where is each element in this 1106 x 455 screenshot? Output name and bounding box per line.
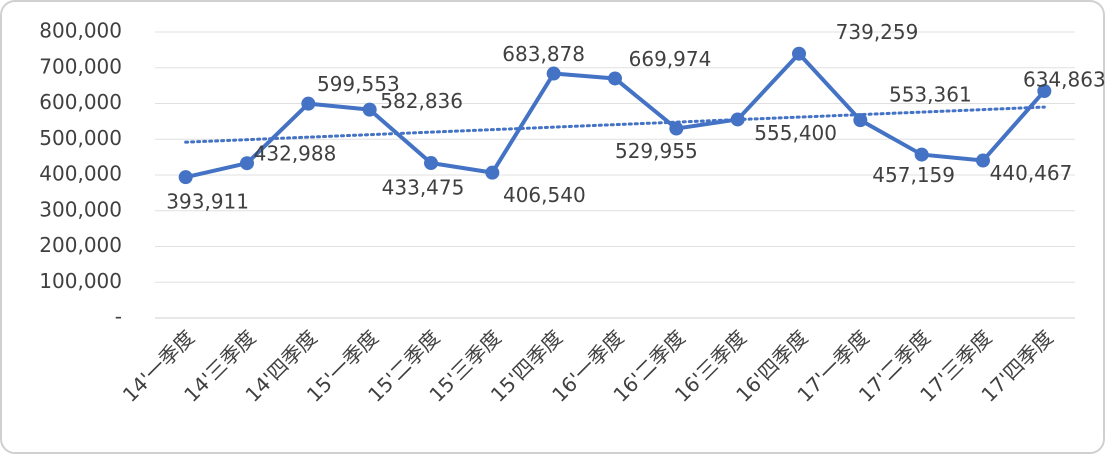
data-point: [914, 147, 929, 162]
data-label: 440,467: [990, 161, 1073, 185]
data-label: 529,955: [615, 139, 698, 163]
data-label: 669,974: [629, 47, 712, 71]
data-label: 582,836: [380, 89, 463, 113]
data-label: 406,540: [503, 183, 586, 207]
y-tick-label: -: [115, 305, 122, 329]
data-label: 739,259: [836, 20, 919, 44]
data-point: [730, 112, 745, 127]
data-point: [608, 71, 622, 86]
data-point: [178, 170, 193, 185]
data-label: 555,400: [754, 121, 837, 145]
data-point: [976, 153, 990, 168]
y-tick-label: 800,000: [39, 19, 122, 43]
data-point: [669, 121, 684, 136]
data-point: [853, 113, 868, 128]
data-label: 432,988: [254, 142, 337, 166]
y-tick-label: 700,000: [39, 54, 122, 78]
data-label: 683,878: [502, 42, 585, 66]
data-label: 553,361: [889, 83, 972, 107]
y-tick-label: 300,000: [39, 197, 122, 221]
data-label: 634,863: [1023, 68, 1106, 92]
y-tick-label: 600,000: [39, 90, 122, 114]
data-label: 457,159: [872, 163, 955, 187]
data-point: [362, 102, 377, 117]
trend-line: [184, 105, 1046, 144]
y-tick-label: 500,000: [39, 126, 122, 150]
data-point: [240, 156, 254, 171]
data-label: 433,475: [382, 176, 465, 200]
data-point: [301, 96, 316, 111]
y-tick-label: 200,000: [39, 233, 122, 257]
data-label: 393,911: [166, 190, 249, 214]
y-tick-label: 100,000: [39, 269, 122, 293]
data-label: 599,553: [317, 72, 400, 96]
y-tick-label: 400,000: [39, 162, 122, 186]
data-point: [792, 46, 806, 61]
data-point: [424, 156, 438, 171]
data-point: [546, 66, 561, 81]
data-point: [1037, 84, 1052, 99]
data-point: [485, 165, 500, 180]
